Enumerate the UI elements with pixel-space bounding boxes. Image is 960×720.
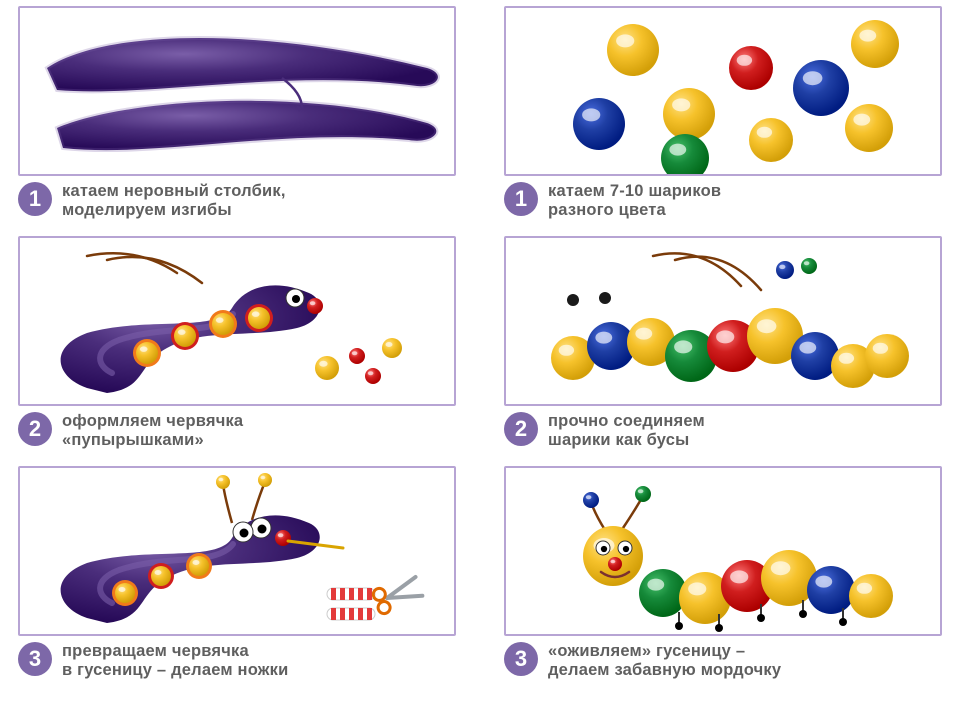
step-badge: 3 [18, 642, 52, 676]
caption-row: 1 катаем 7-10 шариков разного цвета [504, 182, 942, 220]
step-caption: превращаем червячка в гусеницу – делаем … [62, 642, 288, 680]
caption-row: 2 прочно соединяем шарики как бусы [504, 412, 942, 450]
step-badge: 1 [18, 182, 52, 216]
step-caption: прочно соединяем шарики как бусы [548, 412, 705, 450]
illustration-right-1 [504, 6, 942, 176]
illustration-left-2 [18, 236, 456, 406]
step-left-2: 2 оформляем червячка «пупырышками» [18, 236, 456, 450]
step-badge: 3 [504, 642, 538, 676]
step-badge: 2 [504, 412, 538, 446]
step-right-1: 1 катаем 7-10 шариков разного цвета [504, 6, 942, 220]
illustration-left-1 [18, 6, 456, 176]
step-left-1: 1 катаем неровный столбик, моделируем изг… [18, 6, 456, 220]
step-caption: «оживляем» гусеницу – делаем забавную мо… [548, 642, 781, 680]
step-caption: катаем неровный столбик, моделируем изги… [62, 182, 286, 220]
illustration-right-2 [504, 236, 942, 406]
illustration-right-3 [504, 466, 942, 636]
step-left-3: 3 превращаем червячка в гусеницу – делаем… [18, 466, 456, 680]
illustration-left-3 [18, 466, 456, 636]
step-caption: катаем 7-10 шариков разного цвета [548, 182, 721, 220]
step-badge: 1 [504, 182, 538, 216]
caption-row: 3 «оживляем» гусеницу – делаем забавную м… [504, 642, 942, 680]
step-right-2: 2 прочно соединяем шарики как бусы [504, 236, 942, 450]
step-caption: оформляем червячка «пупырышками» [62, 412, 243, 450]
caption-row: 1 катаем неровный столбик, моделируем изг… [18, 182, 456, 220]
caption-row: 2 оформляем червячка «пупырышками» [18, 412, 456, 450]
step-right-3: 3 «оживляем» гусеницу – делаем забавную м… [504, 466, 942, 680]
caption-row: 3 превращаем червячка в гусеницу – делаем… [18, 642, 456, 680]
step-badge: 2 [18, 412, 52, 446]
